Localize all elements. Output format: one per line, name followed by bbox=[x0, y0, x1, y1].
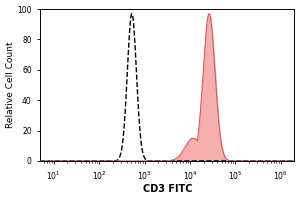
Y-axis label: Relative Cell Count: Relative Cell Count bbox=[6, 42, 15, 128]
X-axis label: CD3 FITC: CD3 FITC bbox=[142, 184, 192, 194]
